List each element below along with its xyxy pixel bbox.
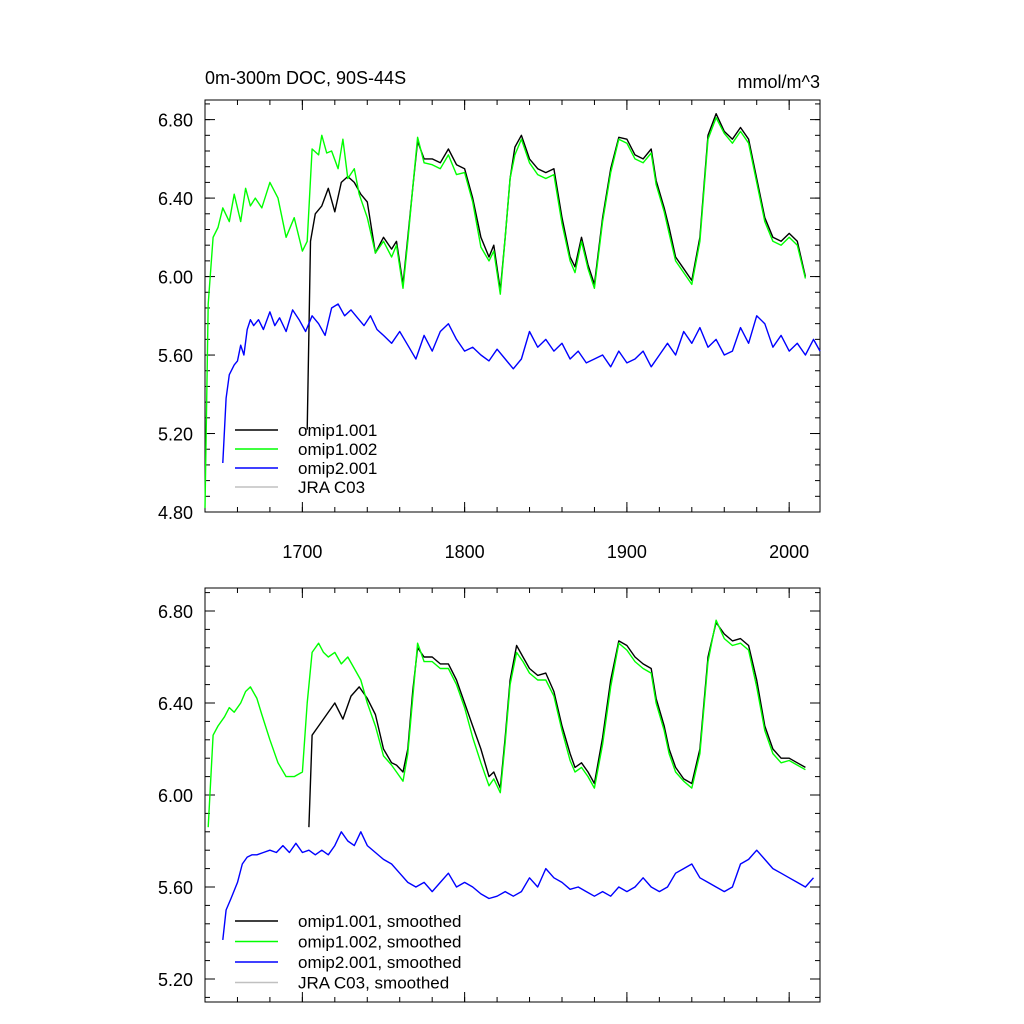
y-tick-label: 6.80 xyxy=(158,602,193,622)
bottom-panel: 5.20 5.60 6.00 6.40 6.80 omip1.001, smoothed o… xyxy=(158,587,821,1003)
series-line-omip1-002 xyxy=(204,116,807,509)
legend-label: omip2.001 xyxy=(298,459,377,478)
legend-label: omip2.001, smoothed xyxy=(298,953,462,972)
y-tick-label: 5.60 xyxy=(158,878,193,898)
y-tick-label: 5.60 xyxy=(158,346,193,366)
x-tick-label: 2000 xyxy=(769,542,809,562)
x-tick-label: 1700 xyxy=(282,542,322,562)
series-line-omip2-001-smoothed xyxy=(222,831,815,940)
y-tick-label: 6.00 xyxy=(158,268,193,288)
legend-label: omip1.002, smoothed xyxy=(298,933,462,952)
legend-label: omip1.002 xyxy=(298,440,377,459)
legend-label: omip1.001, smoothed xyxy=(298,912,462,931)
y-tick-label: 6.40 xyxy=(158,694,193,714)
y-tick-label: 5.20 xyxy=(158,425,193,445)
legend-label: omip1.001 xyxy=(298,421,377,440)
series-line-omip2-001 xyxy=(222,303,821,464)
y-tick-label: 4.80 xyxy=(158,503,193,523)
series-line-omip1-002-smoothed xyxy=(207,619,806,828)
series-line-omip1-001-smoothed xyxy=(308,621,806,828)
legend-label: JRA C03, smoothed xyxy=(298,974,449,993)
y-tick-label: 6.80 xyxy=(158,111,193,131)
top-panel: 4.80 5.20 5.60 6.00 6.40 6.80 1700 1800 1900 2000… xyxy=(158,99,821,562)
legend-label: JRA C03 xyxy=(298,478,365,497)
x-tick-label: 1900 xyxy=(607,542,647,562)
y-tick-label: 5.20 xyxy=(158,970,193,990)
units-label: mmol/m^3 xyxy=(738,72,820,92)
series-line-omip1-001 xyxy=(306,112,807,430)
plot-frame xyxy=(204,99,821,513)
y-tick-label: 6.00 xyxy=(158,786,193,806)
chart-title: 0m-300m DOC, 90S-44S xyxy=(205,68,406,88)
y-tick-label: 6.40 xyxy=(158,189,193,209)
x-tick-label: 1800 xyxy=(445,542,485,562)
